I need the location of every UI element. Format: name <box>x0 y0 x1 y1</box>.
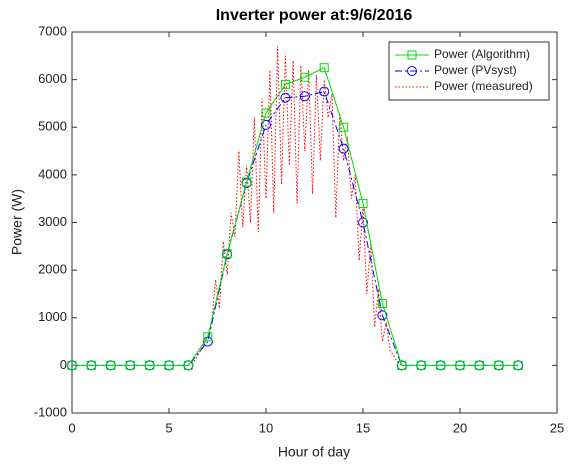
y-tick-label: 1000 <box>38 309 67 324</box>
series-line <box>72 67 519 366</box>
marker <box>377 298 387 308</box>
marker <box>299 91 310 102</box>
x-tick-label: 20 <box>453 420 467 435</box>
marker <box>319 63 329 73</box>
y-tick-label: 3000 <box>38 214 67 229</box>
marker <box>397 360 407 370</box>
marker <box>222 248 232 258</box>
marker <box>436 360 446 370</box>
marker <box>183 360 193 370</box>
marker <box>125 360 135 370</box>
marker <box>338 143 349 154</box>
x-tick-label: 0 <box>68 420 75 435</box>
marker <box>416 360 426 370</box>
x-tick-label: 15 <box>356 420 370 435</box>
legend-label: Power (measured) <box>434 79 533 93</box>
marker <box>407 50 417 60</box>
marker <box>145 360 155 370</box>
y-tick-label: 6000 <box>38 71 67 86</box>
y-tick-label: 5000 <box>38 119 67 134</box>
y-tick-label: 4000 <box>38 166 67 181</box>
marker <box>377 310 388 321</box>
x-tick-label: 10 <box>259 420 273 435</box>
x-tick-label: 25 <box>550 420 564 435</box>
marker <box>242 177 252 187</box>
marker <box>261 108 271 118</box>
legend-label: Power (Algorithm) <box>434 47 530 61</box>
y-tick-label: 0 <box>60 357 67 372</box>
marker <box>358 217 368 228</box>
y-tick-label: 7000 <box>38 23 67 38</box>
marker <box>474 360 484 370</box>
marker <box>67 360 77 370</box>
x-axis-label: Hour of day <box>278 444 350 460</box>
marker <box>164 360 174 370</box>
legend-label: Power (PVsyst) <box>434 63 517 77</box>
y-tick-label: 2000 <box>38 262 67 277</box>
marker <box>106 360 116 370</box>
y-axis-label: Power (W) <box>9 189 25 255</box>
marker <box>319 86 330 97</box>
marker <box>455 360 465 370</box>
marker <box>358 198 368 208</box>
marker <box>513 360 523 370</box>
x-tick-label: 5 <box>165 420 172 435</box>
marker <box>494 360 504 370</box>
marker <box>261 119 271 130</box>
marker <box>339 122 349 132</box>
marker <box>280 79 290 89</box>
plot-frame <box>71 31 558 414</box>
chart-title: Inverter power at:9/6/2016 <box>216 7 413 24</box>
y-tick-label: -1000 <box>34 404 67 419</box>
marker <box>407 66 417 76</box>
marker <box>86 360 96 370</box>
marker <box>203 332 213 342</box>
marker <box>280 92 291 103</box>
marker <box>300 72 310 82</box>
